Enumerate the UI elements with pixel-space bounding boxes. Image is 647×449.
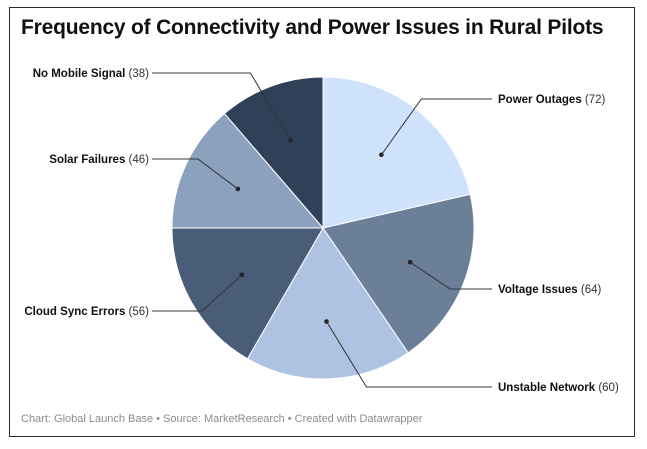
leader-line-no-mobile-signal bbox=[152, 72, 291, 141]
slice-label-name: Cloud Sync Errors bbox=[24, 306, 125, 318]
slice-label-cloud-sync-errors: Cloud Sync Errors (56) bbox=[24, 306, 149, 318]
slice-label-name: Solar Failures bbox=[49, 154, 125, 166]
leader-line-unstable-network bbox=[326, 321, 492, 388]
slice-label-name: Unstable Network bbox=[498, 382, 596, 394]
slice-label-value: (72) bbox=[582, 94, 606, 106]
slice-label-value: (60) bbox=[595, 382, 619, 394]
slice-label-name: No Mobile Signal bbox=[33, 68, 126, 80]
chart-title: Frequency of Connectivity and Power Issu… bbox=[21, 16, 604, 39]
pie-slices bbox=[171, 76, 475, 380]
slice-label-value: (56) bbox=[125, 306, 149, 318]
slice-label-voltage-issues: Voltage Issues (64) bbox=[498, 284, 602, 296]
slice-label-value: (38) bbox=[125, 68, 149, 80]
pie-slice-cloud-sync-errors bbox=[171, 227, 324, 360]
pie-slice-no-mobile-signal bbox=[223, 76, 324, 230]
pie-slice-solar-failures bbox=[171, 112, 325, 229]
pie-slice-voltage-issues bbox=[322, 193, 475, 354]
leader-line-power-outages bbox=[380, 98, 492, 156]
slice-label-power-outages: Power Outages (72) bbox=[498, 94, 606, 106]
slice-label-name: Voltage Issues bbox=[498, 284, 578, 296]
slice-label-solar-failures: Solar Failures (46) bbox=[49, 154, 149, 166]
leader-line-cloud-sync-errors bbox=[152, 274, 243, 312]
leader-line-voltage-issues bbox=[409, 261, 492, 290]
slice-labels: Power Outages (72) Voltage Issues (64) Uns… bbox=[24, 68, 619, 394]
slice-label-value: (64) bbox=[578, 284, 602, 296]
pie-slice-unstable-network bbox=[246, 227, 409, 380]
slice-label-unstable-network: Unstable Network (60) bbox=[498, 382, 619, 394]
leader-line-solar-failures bbox=[152, 158, 239, 190]
chart-footer: Chart: Global Launch Base • Source: Mark… bbox=[21, 413, 423, 425]
slice-label-name: Power Outages bbox=[498, 94, 582, 106]
slice-label-value: (46) bbox=[125, 154, 149, 166]
pie-slice-power-outages bbox=[322, 76, 471, 229]
leader-lines bbox=[152, 72, 492, 388]
slice-label-no-mobile-signal: No Mobile Signal (38) bbox=[33, 68, 149, 80]
